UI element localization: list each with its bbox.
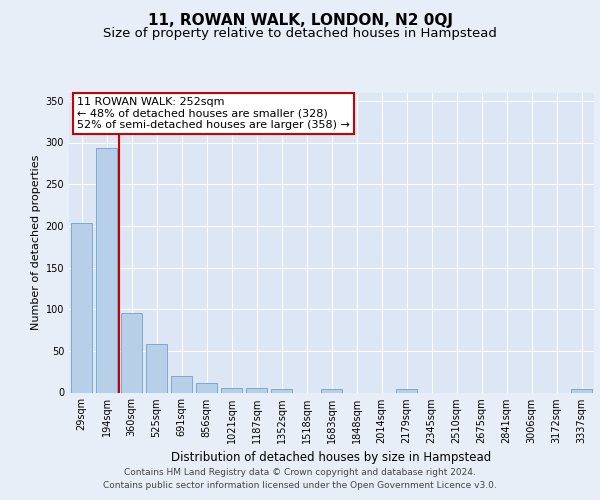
Bar (246, 388, 267, 392)
Text: Size of property relative to detached houses in Hampstead: Size of property relative to detached ho… (103, 28, 497, 40)
Bar (96, 148, 117, 392)
Bar (396, 389, 417, 392)
Text: 11 ROWAN WALK: 252sqm
← 48% of detached houses are smaller (328)
52% of semi-det: 11 ROWAN WALK: 252sqm ← 48% of detached … (77, 97, 350, 130)
Bar (71, 224, 92, 392)
Bar (121, 312, 142, 392)
Text: 11, ROWAN WALK, LONDON, N2 0QJ: 11, ROWAN WALK, LONDON, N2 0QJ (148, 12, 452, 28)
Text: Contains HM Land Registry data © Crown copyright and database right 2024.: Contains HM Land Registry data © Crown c… (124, 468, 476, 477)
Bar (221, 388, 242, 392)
Bar (271, 389, 292, 392)
X-axis label: Distribution of detached houses by size in Hampstead: Distribution of detached houses by size … (172, 452, 491, 464)
Y-axis label: Number of detached properties: Number of detached properties (31, 155, 41, 330)
Bar (171, 376, 192, 392)
Text: Contains public sector information licensed under the Open Government Licence v3: Contains public sector information licen… (103, 480, 497, 490)
Bar (321, 389, 342, 392)
Bar (146, 344, 167, 393)
Bar (571, 389, 592, 392)
Bar (196, 384, 217, 392)
